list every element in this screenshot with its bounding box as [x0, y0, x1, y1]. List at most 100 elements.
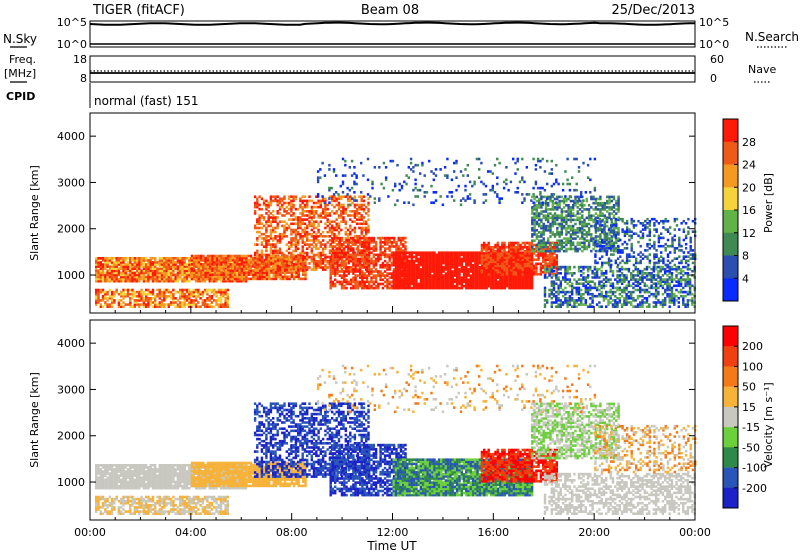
heatmap-cell: [234, 255, 236, 258]
heatmap-cell: [547, 212, 549, 215]
heatmap-cell: [270, 212, 272, 215]
heatmap-cell: [286, 202, 288, 205]
heatmap-cell: [526, 246, 528, 249]
heatmap-cell: [358, 212, 360, 215]
heatmap-cell: [261, 214, 263, 217]
heatmap-cell: [261, 233, 263, 236]
heatmap-cell: [330, 239, 332, 242]
freq-tick-bottom: 8: [80, 72, 87, 85]
heatmap-cell: [116, 289, 118, 292]
heatmap-cell: [358, 216, 360, 219]
heatmap-cell: [265, 220, 267, 223]
heatmap-cell: [418, 251, 420, 254]
heatmap-cell: [118, 278, 120, 281]
heatmap-cell: [159, 289, 161, 292]
heatmap-cell: [292, 212, 294, 215]
heatmap-cell: [547, 254, 549, 257]
heatmap-cell: [174, 257, 176, 260]
heatmap-cell: [327, 235, 329, 238]
heatmap-cell: [263, 233, 265, 236]
heatmap-cell: [302, 262, 304, 265]
heatmap-cell: [561, 239, 563, 242]
heatmap-cell: [329, 220, 331, 223]
heatmap-cell: [129, 257, 131, 260]
heatmap-cell: [297, 216, 299, 219]
heatmap-cell: [270, 229, 272, 232]
heatmap-cell: [442, 251, 444, 254]
heatmap-cell: [315, 254, 317, 257]
heatmap-cell: [225, 255, 227, 258]
heatmap-cell: [379, 283, 381, 286]
heatmap-cell: [292, 266, 294, 269]
heatmap-cell: [118, 267, 120, 270]
nave-label: Nave: [748, 63, 776, 76]
heatmap-cell: [270, 220, 272, 223]
heatmap-cell: [324, 223, 326, 226]
heatmap-cell: [553, 256, 555, 259]
heatmap-cell: [508, 242, 510, 245]
heatmap-cell: [361, 204, 363, 207]
heatmap-cell: [351, 214, 353, 217]
heatmap-cell: [338, 202, 340, 205]
heatmap-cell: [363, 216, 365, 219]
heatmap-cell: [161, 299, 163, 302]
heatmap-cell: [351, 202, 353, 205]
heatmap-cell: [188, 257, 190, 260]
heatmap-cell: [272, 210, 274, 213]
heatmap-cell: [384, 285, 386, 288]
heatmap-cell: [172, 293, 174, 296]
heatmap-cell: [317, 239, 319, 242]
heatmap-cell: [400, 237, 402, 240]
heatmap-cell: [156, 267, 158, 270]
heatmap-cell: [327, 225, 329, 228]
nsearch-tick-bottom: 10^0: [699, 38, 729, 51]
heatmap-cell: [547, 263, 549, 266]
heatmap-cell: [341, 264, 343, 267]
heatmap-cell: [120, 299, 122, 302]
heatmap-cell: [236, 276, 238, 279]
heatmap-cell: [528, 271, 530, 274]
heatmap-cell: [181, 301, 183, 304]
heatmap-cell: [302, 206, 304, 209]
heatmap-cell: [490, 246, 492, 249]
heatmap-cell: [513, 267, 515, 270]
heatmap-cell: [470, 251, 472, 254]
heatmap-cell: [304, 252, 306, 255]
heatmap-cell: [154, 295, 156, 298]
heatmap-cell: [556, 223, 558, 226]
heatmap-cell: [274, 235, 276, 238]
heatmap-cell: [324, 235, 326, 238]
heatmap-cell: [129, 293, 131, 296]
heatmap-cell: [299, 216, 301, 219]
heatmap-cell: [554, 206, 556, 209]
heatmap-cell: [399, 264, 401, 267]
heatmap-cell: [552, 250, 554, 253]
heatmap-cell: [248, 255, 250, 258]
heatmap-cell: [213, 299, 215, 302]
heatmap-cell: [288, 256, 290, 259]
heatmap-cell: [359, 281, 361, 284]
heatmap-cell: [102, 257, 104, 260]
heatmap-cell: [295, 260, 297, 263]
heatmap-cell: [357, 281, 359, 284]
heatmap-cell: [113, 261, 115, 264]
heatmap-cell: [447, 251, 449, 254]
heatmap-cell: [384, 237, 386, 240]
heatmap-cell: [174, 297, 176, 300]
heatmap-cell: [209, 289, 211, 292]
heatmap-cell: [540, 263, 542, 266]
heatmap-cell: [290, 223, 292, 226]
heatmap-cell: [193, 299, 195, 302]
heatmap-cell: [97, 289, 99, 292]
heatmap-cell: [341, 249, 343, 252]
heatmap-cell: [263, 254, 265, 257]
heatmap-cell: [440, 251, 442, 254]
heatmap-cell: [327, 260, 329, 263]
nsky-panel: N.Sky 10^5 10^0 10^5 10^0 N.Search: [3, 16, 799, 51]
heatmap-cell: [263, 225, 265, 228]
heatmap-cell: [339, 281, 341, 284]
heatmap-cell: [245, 255, 247, 258]
heatmap-cell: [386, 262, 388, 265]
heatmap-cell: [308, 256, 310, 259]
heatmap-cell: [199, 297, 201, 300]
